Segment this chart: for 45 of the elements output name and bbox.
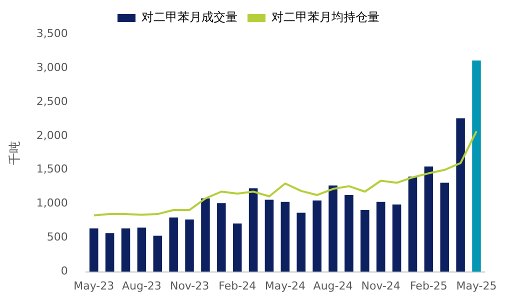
bar bbox=[217, 203, 226, 272]
bar bbox=[408, 176, 418, 272]
bar bbox=[472, 60, 481, 272]
y-tick-label: 2,000 bbox=[36, 128, 68, 142]
bar bbox=[376, 202, 386, 272]
bar bbox=[296, 212, 306, 272]
bar bbox=[105, 233, 114, 272]
bar bbox=[89, 228, 98, 272]
y-tick-label: 3,000 bbox=[36, 60, 68, 74]
x-tick-label: Feb-25 bbox=[410, 279, 448, 292]
y-tick-label: 2,500 bbox=[36, 94, 68, 108]
bar bbox=[344, 195, 354, 272]
y-tick-label: 1,000 bbox=[36, 196, 68, 210]
bar bbox=[392, 204, 402, 272]
x-tick-label: May-25 bbox=[456, 279, 497, 292]
bar bbox=[264, 200, 274, 272]
x-tick-label: May-24 bbox=[264, 279, 306, 292]
bar bbox=[360, 210, 370, 272]
bar bbox=[201, 198, 210, 272]
legend-label: 对二甲苯月成交量 bbox=[142, 10, 238, 24]
bar bbox=[121, 228, 130, 272]
x-tick-label: May-23 bbox=[74, 279, 114, 292]
bar bbox=[248, 188, 258, 272]
y-tick-label: 500 bbox=[46, 230, 68, 244]
x-tick-label: Nov-23 bbox=[170, 279, 210, 292]
legend-label: 对二甲苯月均持仓量 bbox=[272, 10, 380, 24]
y-tick-label: 0 bbox=[60, 264, 68, 278]
x-tick-label: Aug-24 bbox=[313, 279, 353, 292]
bar bbox=[185, 219, 194, 272]
bar bbox=[153, 236, 162, 272]
bar bbox=[424, 166, 434, 272]
bar bbox=[280, 202, 290, 272]
y-axis-title: 千吨 bbox=[7, 140, 22, 165]
bar bbox=[137, 228, 146, 272]
x-tick-label: Nov-24 bbox=[361, 279, 400, 292]
bar bbox=[169, 217, 178, 272]
x-tick-label: Feb-24 bbox=[218, 279, 256, 292]
bar bbox=[328, 186, 338, 272]
bar bbox=[232, 224, 242, 272]
x-tick-label: Aug-23 bbox=[122, 279, 162, 292]
bar bbox=[440, 182, 449, 272]
y-tick-label: 3,500 bbox=[36, 26, 68, 40]
y-tick-label: 1,500 bbox=[36, 162, 68, 176]
bar bbox=[456, 118, 465, 272]
bar bbox=[312, 200, 322, 272]
